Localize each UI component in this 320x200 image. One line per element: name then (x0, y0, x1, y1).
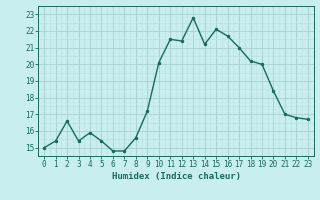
X-axis label: Humidex (Indice chaleur): Humidex (Indice chaleur) (111, 172, 241, 181)
